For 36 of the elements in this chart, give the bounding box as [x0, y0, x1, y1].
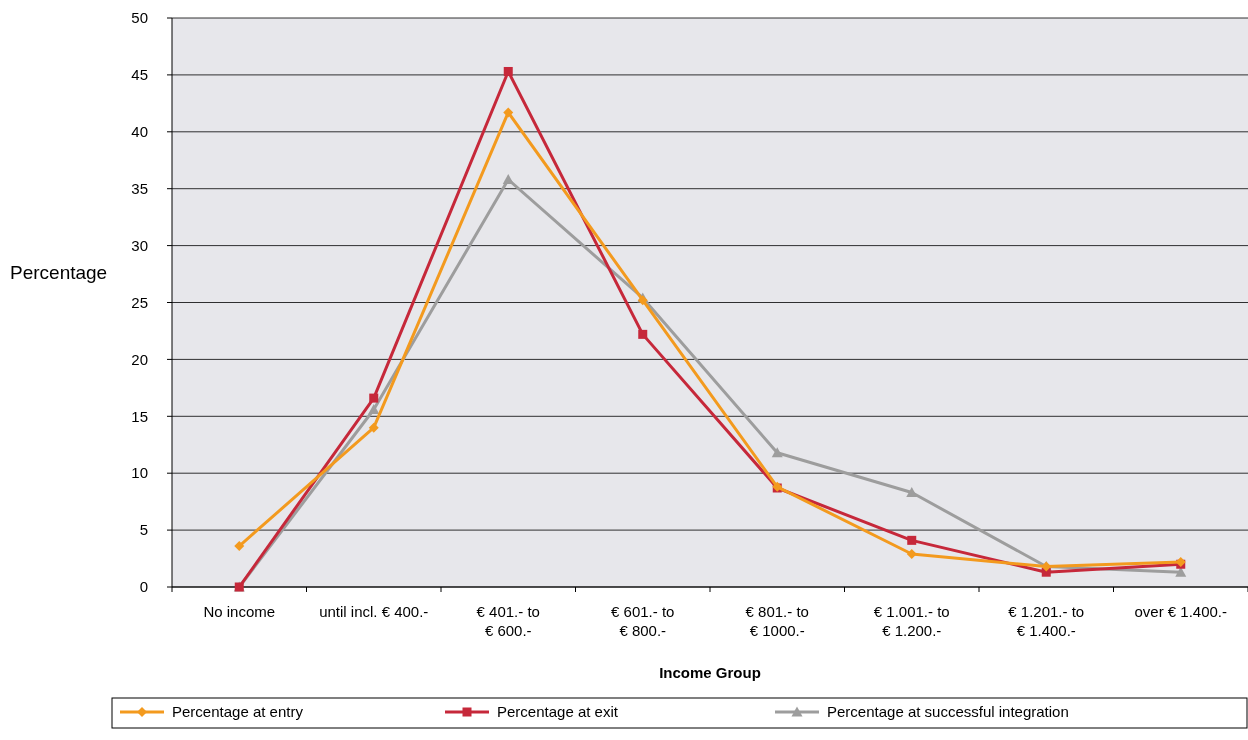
x-tick-label: € 601.- to € 800.-: [611, 603, 675, 639]
x-tick-label: until incl. € 400.-: [319, 603, 429, 620]
point: [503, 66, 513, 76]
x-tick-label: No income: [203, 603, 276, 620]
y-tick-label: 35: [131, 179, 148, 197]
point: [906, 549, 917, 559]
x-tick-label: € 801.- to € 1000.-: [745, 603, 809, 639]
y-tick-label: 15: [131, 407, 148, 425]
y-tick-label: 45: [131, 66, 148, 84]
y-axis-title: Percentage: [10, 262, 108, 283]
point: [368, 422, 379, 433]
y-tick-label: 50: [131, 9, 148, 27]
point: [503, 107, 514, 118]
x-axis-title: Income Group: [659, 664, 761, 681]
x-tick-label: € 1.001.- to € 1.200.-: [873, 603, 950, 639]
point: [369, 393, 379, 403]
y-tick-label: 20: [131, 350, 148, 368]
legend-label: Percentage at entry: [172, 703, 304, 721]
point: [907, 535, 917, 545]
point: [502, 174, 514, 185]
point: [234, 541, 245, 552]
y-tick-label: 30: [131, 236, 148, 254]
y-tick-label: 25: [131, 293, 148, 311]
legend-label: Percentage at successful integration: [827, 703, 1069, 721]
y-tick-label: 40: [131, 123, 148, 141]
point: [906, 487, 918, 498]
x-tick-label: € 401.- to € 600.-: [476, 603, 540, 639]
x-tick-label: € 1.201.- to € 1.400.-: [1008, 603, 1085, 639]
y-tick-label: 10: [131, 464, 148, 482]
y-tick-label: 5: [139, 521, 148, 539]
point: [638, 329, 648, 339]
y-tick-label: 0: [139, 578, 148, 596]
point: [771, 447, 783, 458]
point: [368, 403, 380, 414]
legend-label: Percentage at exit: [497, 703, 619, 721]
x-tick-label: over € 1.400.-: [1134, 603, 1228, 620]
